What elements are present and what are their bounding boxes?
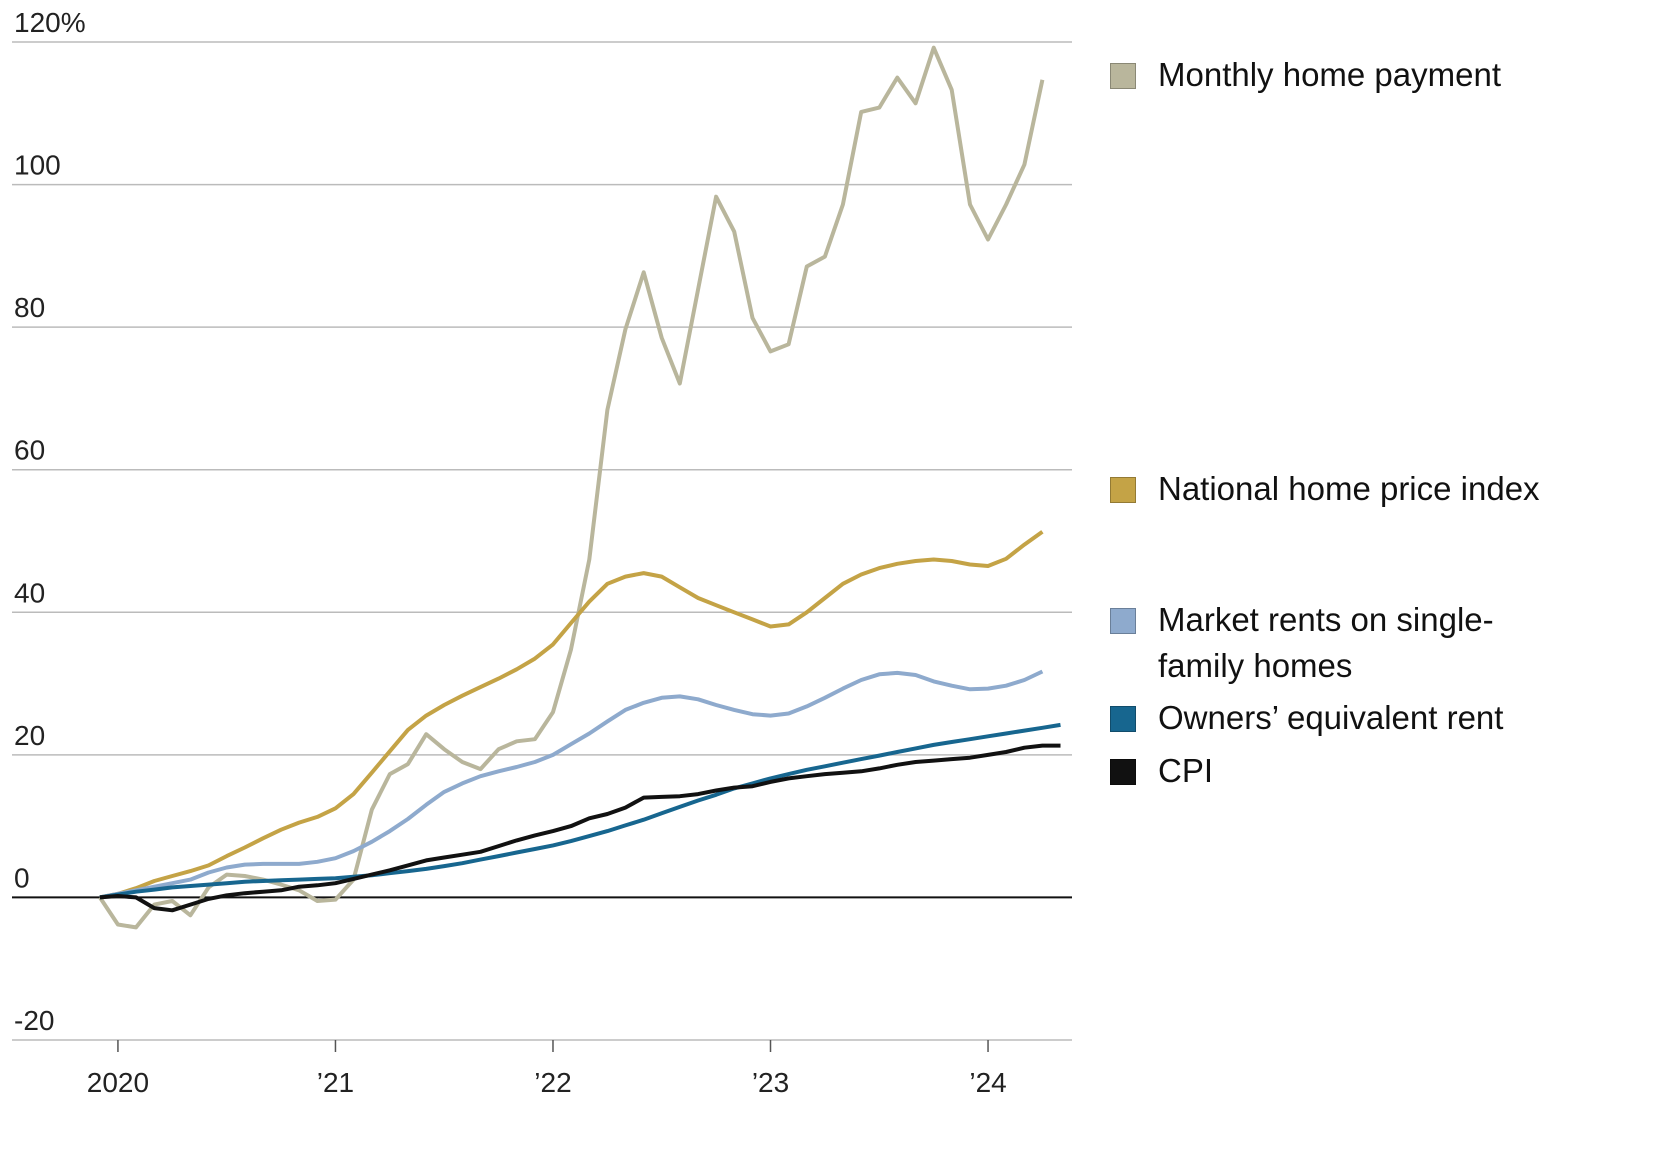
x-tick-label: ’23	[752, 1067, 789, 1098]
y-tick-label: 20	[14, 720, 45, 751]
x-tick-label: ’22	[534, 1067, 571, 1098]
x-tick-label: 2020	[87, 1067, 149, 1098]
series-line	[99, 669, 1044, 900]
legend-swatch	[1110, 759, 1136, 785]
legend-swatch	[1110, 706, 1136, 732]
y-tick-label: 60	[14, 435, 45, 466]
legend-label: CPI	[1158, 752, 1214, 789]
series-line	[99, 743, 1061, 913]
legend-label: National home price index	[1158, 470, 1540, 507]
x-tick-label: ’24	[969, 1067, 1006, 1098]
x-tick-label: ’21	[317, 1067, 354, 1098]
legend-swatch	[1110, 608, 1136, 634]
legend-item: CPI	[1110, 748, 1570, 794]
y-tick-label: 0	[14, 862, 30, 893]
y-tick-label: 40	[14, 577, 45, 608]
legend-label: Market rents on single-family homes	[1158, 601, 1494, 684]
legend-swatch	[1110, 477, 1136, 503]
y-tick-label: 100	[14, 150, 61, 181]
y-tick-label: 80	[14, 292, 45, 323]
legend-label: Owners’ equivalent rent	[1158, 699, 1504, 736]
legend-label: Monthly home payment	[1158, 56, 1502, 93]
legend-swatch	[1110, 63, 1136, 89]
legend-item: Market rents on single-family homes	[1110, 597, 1570, 689]
y-tick-label: -20	[14, 1005, 54, 1036]
series-line	[99, 722, 1061, 900]
series-line	[98, 45, 1045, 930]
legend-item: National home price index	[1110, 466, 1570, 512]
legend-item: Owners’ equivalent rent	[1110, 695, 1570, 741]
y-tick-label: 120%	[14, 7, 86, 38]
series-line	[99, 530, 1044, 900]
legend-item: Monthly home payment	[1110, 52, 1570, 98]
